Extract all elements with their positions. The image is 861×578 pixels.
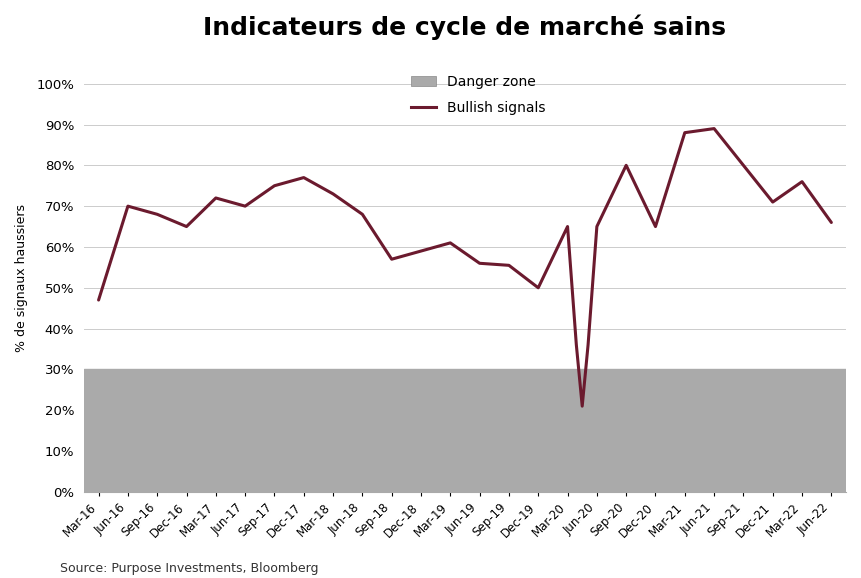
Legend: Danger zone, Bullish signals: Danger zone, Bullish signals bbox=[411, 75, 546, 115]
Title: Indicateurs de cycle de marché sains: Indicateurs de cycle de marché sains bbox=[203, 15, 727, 40]
Text: Source: Purpose Investments, Bloomberg: Source: Purpose Investments, Bloomberg bbox=[60, 562, 319, 575]
Y-axis label: % de signaux haussiers: % de signaux haussiers bbox=[15, 203, 28, 351]
